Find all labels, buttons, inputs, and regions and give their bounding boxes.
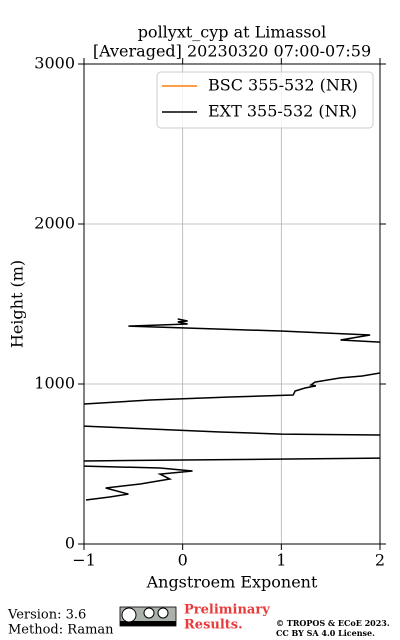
- y-tick-label: 0: [65, 534, 75, 553]
- x-tick-label: 0: [178, 551, 188, 570]
- y-tick-label: 1000: [34, 374, 75, 393]
- y-tick-label: 2000: [34, 214, 75, 233]
- method-text: Method: Raman: [8, 623, 114, 638]
- legend-label: EXT 355-532 (NR): [208, 102, 357, 121]
- cc-logo: [119, 606, 177, 627]
- data-line: [84, 318, 380, 501]
- chart-subtitle: [Averaged] 20230320 07:00-07:59: [93, 42, 371, 61]
- version-text: Version: 3.6: [7, 608, 86, 623]
- plot-frame: [83, 63, 381, 545]
- preliminary-text: Results.: [184, 618, 243, 633]
- x-tick-label: −1: [72, 551, 96, 570]
- legend-box: [156, 71, 374, 129]
- legend-label: BSC 355-532 (NR): [208, 76, 358, 95]
- x-tick-label: 1: [276, 551, 286, 570]
- copyright-text: © TROPOS & ECoE 2023.: [276, 618, 390, 628]
- license-text: CC BY SA 4.0 License.: [276, 628, 375, 638]
- x-tick-label: 2: [375, 551, 385, 570]
- chart-title: pollyxt_cyp at Limassol: [138, 23, 327, 42]
- y-axis-label: Height (m): [8, 260, 27, 348]
- plot-lines: [84, 318, 380, 501]
- x-axis-label: Angstroem Exponent: [146, 573, 318, 592]
- preliminary-text: Preliminary: [184, 603, 270, 618]
- y-tick-label: 3000: [34, 54, 75, 73]
